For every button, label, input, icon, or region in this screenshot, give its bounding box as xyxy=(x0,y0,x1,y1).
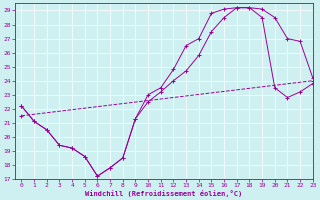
X-axis label: Windchill (Refroidissement éolien,°C): Windchill (Refroidissement éolien,°C) xyxy=(85,190,243,197)
